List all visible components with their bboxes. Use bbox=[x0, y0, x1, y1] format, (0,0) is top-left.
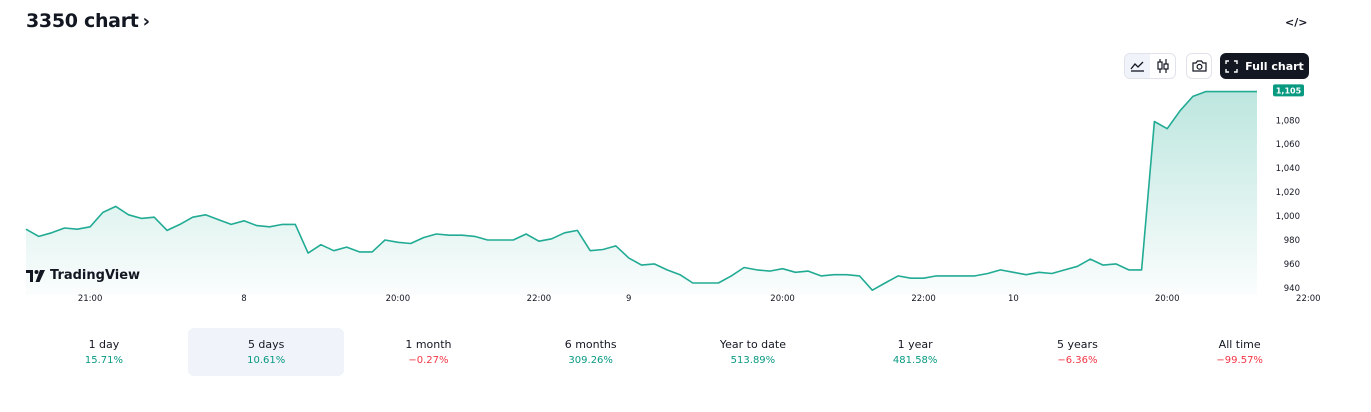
period-change: 10.61% bbox=[247, 355, 286, 366]
x-tick-label: 8 bbox=[241, 294, 246, 304]
title-text: 3350 chart bbox=[26, 10, 139, 32]
period-tab[interactable]: 5 days 10.61% bbox=[188, 328, 345, 376]
period-label: 1 year bbox=[897, 338, 933, 351]
x-tick-label: 22:00 bbox=[1296, 294, 1321, 304]
y-tick-label: 1,040 bbox=[1276, 164, 1300, 174]
area-chart-button[interactable] bbox=[1125, 54, 1150, 78]
candlestick-icon bbox=[1156, 59, 1169, 73]
period-tabs: 1 day 15.71% 5 days 10.61% 1 month −0.27% 6 mo… bbox=[26, 328, 1324, 376]
period-change: 513.89% bbox=[730, 355, 776, 366]
x-tick-label: 22:00 bbox=[527, 294, 552, 304]
y-tick-label: 1,020 bbox=[1276, 188, 1300, 198]
candlestick-button[interactable] bbox=[1150, 54, 1175, 78]
period-change: 15.71% bbox=[84, 355, 123, 366]
y-tick-label: 960 bbox=[1284, 260, 1300, 270]
chart-style-toggle bbox=[1124, 53, 1176, 79]
code-brackets-icon[interactable]: </> bbox=[1285, 16, 1308, 29]
full-chart-label: Full chart bbox=[1245, 59, 1304, 73]
period-label: 5 years bbox=[1057, 338, 1098, 351]
y-tick-label: 940 bbox=[1284, 284, 1300, 294]
period-tab[interactable]: 1 day 15.71% bbox=[26, 328, 182, 376]
x-tick-label: 21:00 bbox=[78, 294, 103, 304]
fullscreen-icon bbox=[1225, 59, 1238, 73]
period-tab[interactable]: 6 months 309.26% bbox=[513, 328, 669, 376]
x-tick-label: 20:00 bbox=[1155, 294, 1180, 304]
period-change: −0.27% bbox=[408, 355, 449, 366]
period-tab[interactable]: 1 month −0.27% bbox=[351, 328, 507, 376]
snapshot-button[interactable] bbox=[1186, 53, 1212, 79]
logo-text: TradingView bbox=[50, 268, 141, 283]
x-tick-label: 10 bbox=[1008, 294, 1019, 304]
period-label: 6 months bbox=[564, 338, 617, 351]
period-tab[interactable]: Year to date 513.89% bbox=[675, 328, 831, 376]
period-label: 1 month bbox=[405, 338, 452, 351]
price-chart[interactable]: 940 960 980 1,000 1,020 1,040 1,060 1,080 21:00… bbox=[0, 0, 1371, 320]
y-tick-label: 1,000 bbox=[1276, 212, 1300, 222]
y-tick-label: 980 bbox=[1284, 236, 1300, 246]
page-title[interactable]: 3350 chart › bbox=[26, 10, 150, 32]
period-tab[interactable]: 1 year 481.58% bbox=[837, 328, 993, 376]
period-change: −6.36% bbox=[1057, 355, 1098, 366]
chevron-right-icon: › bbox=[142, 10, 150, 32]
period-change: 481.58% bbox=[892, 355, 938, 366]
period-label: 1 day bbox=[88, 338, 120, 351]
area-fill bbox=[26, 91, 1257, 295]
camera-icon bbox=[1191, 60, 1207, 72]
last-price-badge bbox=[1273, 84, 1304, 97]
x-tick-label: 9 bbox=[626, 294, 631, 304]
x-tick-label: 22:00 bbox=[911, 294, 936, 304]
period-tab[interactable]: 5 years −6.36% bbox=[1000, 328, 1156, 376]
area-chart-icon bbox=[1130, 61, 1144, 72]
period-change: −99.57% bbox=[1216, 355, 1263, 366]
full-chart-button[interactable]: Full chart bbox=[1220, 53, 1309, 79]
y-tick-label: 1,060 bbox=[1276, 140, 1300, 150]
tradingview-icon bbox=[26, 269, 45, 282]
period-tab[interactable]: All time −99.57% bbox=[1162, 328, 1318, 376]
last-price-label: 1,105 bbox=[1276, 86, 1302, 95]
period-label: Year to date bbox=[719, 338, 786, 351]
x-tick-label: 20:00 bbox=[770, 294, 795, 304]
x-tick-label: 20:00 bbox=[386, 294, 411, 304]
y-tick-label: 1,080 bbox=[1276, 116, 1300, 126]
period-label: All time bbox=[1218, 338, 1261, 351]
price-line bbox=[25, 90, 1257, 291]
tradingview-logo[interactable]: TradingView bbox=[26, 268, 140, 283]
period-label: 5 days bbox=[247, 338, 285, 351]
period-change: 309.26% bbox=[568, 355, 613, 366]
